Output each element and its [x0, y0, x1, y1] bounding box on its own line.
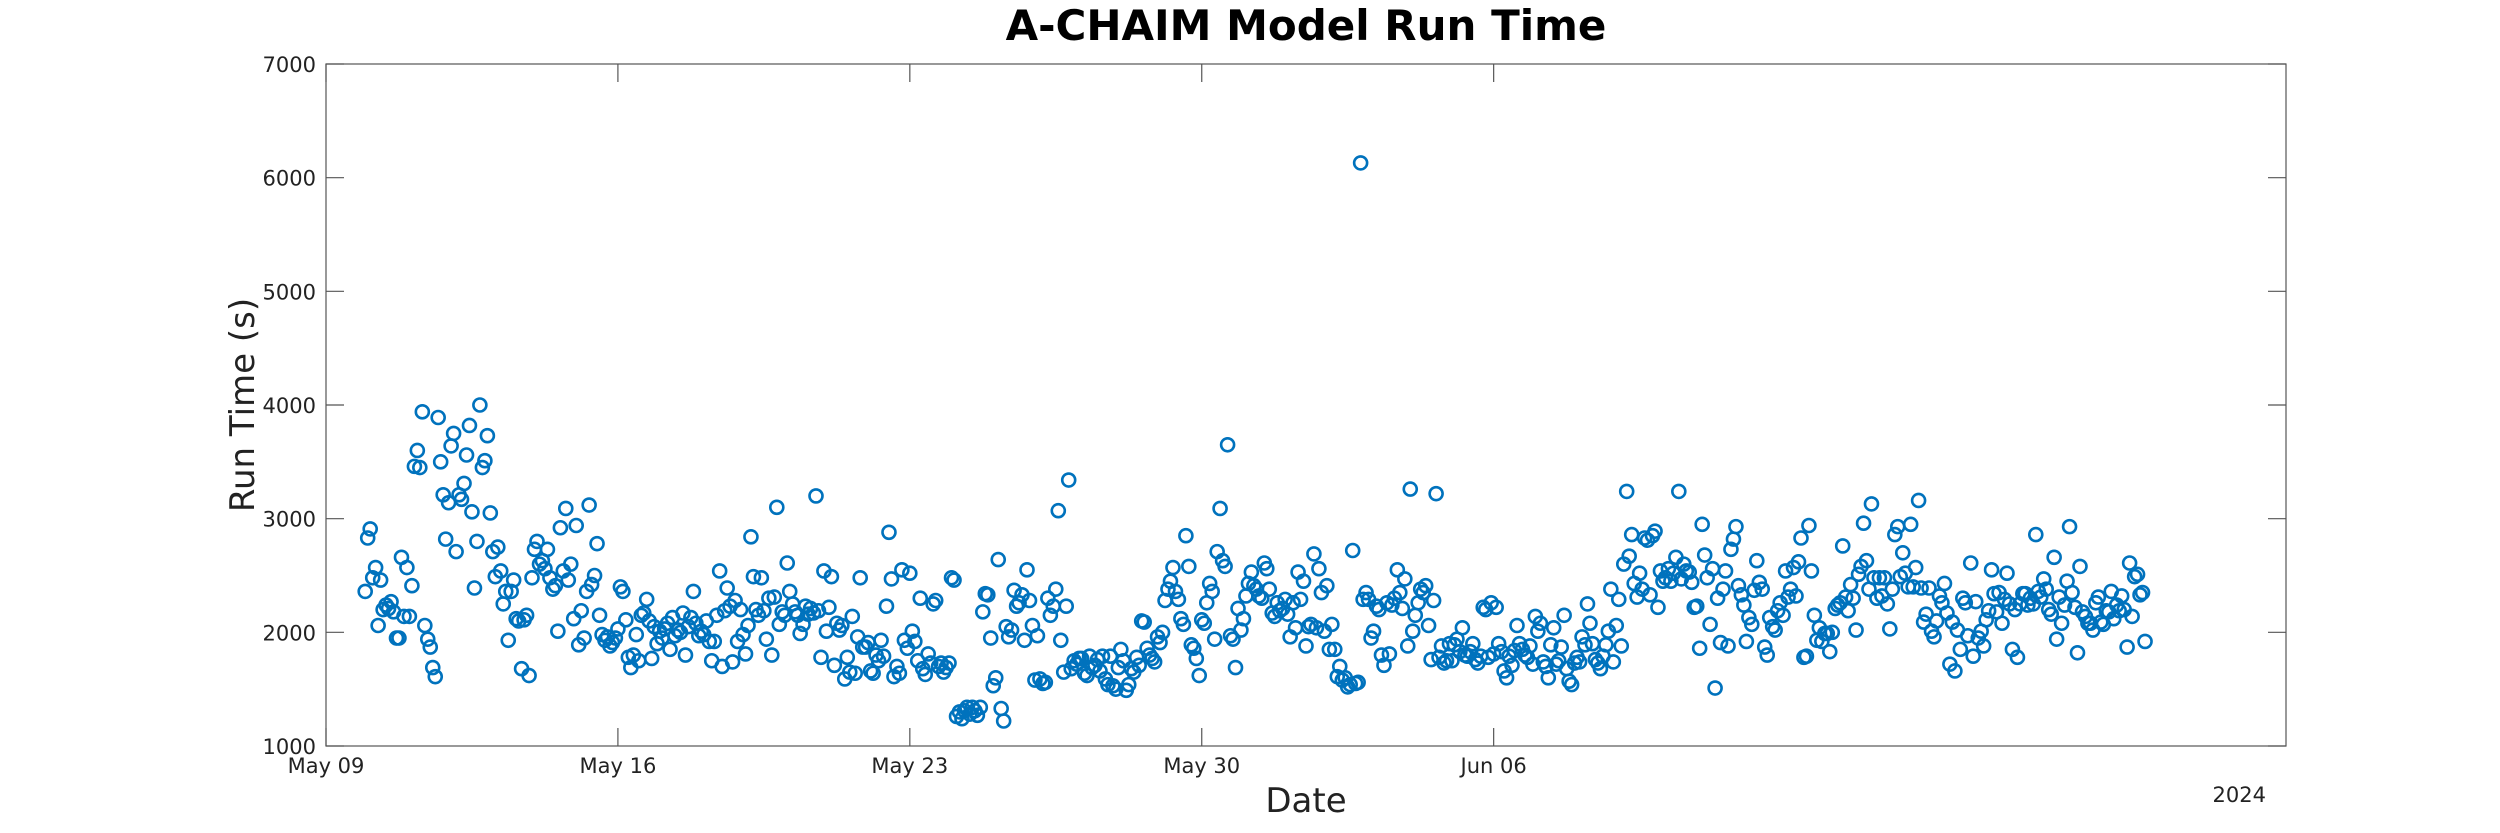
y-tick-label: 5000: [263, 280, 316, 304]
chart-title: A-CHAIM Model Run Time: [1006, 1, 1607, 50]
x-tick-label: Jun 06: [1459, 754, 1527, 778]
y-tick-label: 7000: [263, 53, 316, 77]
y-tick-label: 4000: [263, 394, 316, 418]
x-tick-label: May 30: [1163, 754, 1240, 778]
x-tick-label: May 23: [871, 754, 948, 778]
x-axis-label: Date: [1265, 781, 1346, 821]
y-tick-labels: 1000 2000 3000 4000 5000 6000 7000: [263, 53, 316, 759]
x-tick-labels: May 09 May 16 May 23 May 30 Jun 06: [288, 754, 1527, 778]
y-tick-label: 6000: [263, 167, 316, 191]
y-tick-label: 2000: [263, 621, 316, 645]
y-axis-label: Run Time (s): [223, 298, 263, 512]
x-tick-label: May 09: [288, 754, 365, 778]
x-tick-label: May 16: [580, 754, 657, 778]
x-axis-year-label: 2024: [2213, 783, 2266, 807]
y-tick-label: 3000: [263, 508, 316, 532]
